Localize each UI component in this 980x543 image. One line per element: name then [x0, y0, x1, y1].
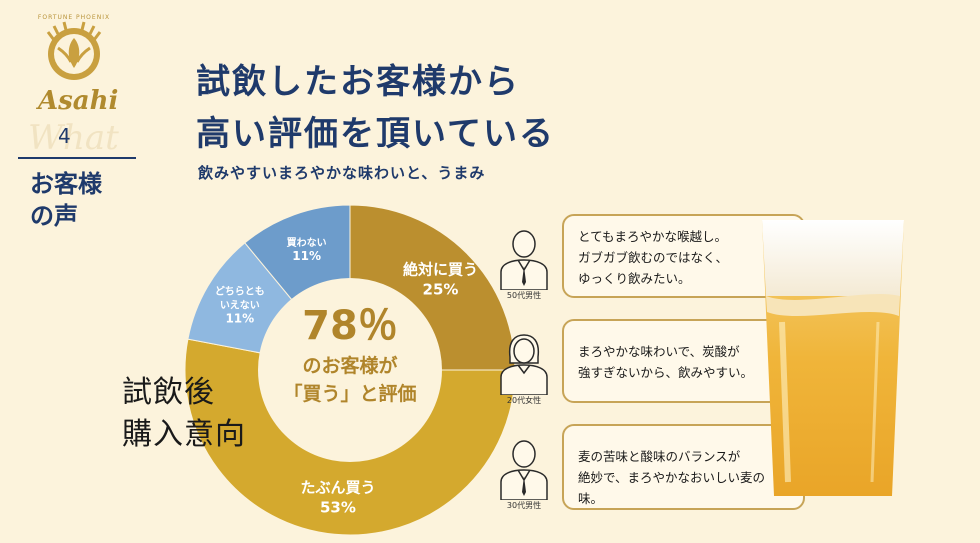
- chart-label: 試飲後 購入意向: [122, 375, 246, 452]
- logo-wordmark: Asahi: [38, 86, 119, 116]
- person-label: 30代男性: [506, 501, 542, 510]
- headline-line1: 試飲したお客様から: [196, 62, 520, 102]
- slice-value-label: 11%: [225, 311, 254, 325]
- slice-category-label: 絶対に買う: [403, 261, 478, 279]
- person-label: 50代男性: [506, 291, 542, 300]
- headline-line2: 高い評価を頂いている: [196, 114, 555, 154]
- person-label: 20代女性: [506, 396, 542, 405]
- male-person-icon: [500, 440, 548, 501]
- section-marker: What 4: [18, 118, 128, 160]
- comment-bubble: まろやかな味わいで、炭酸が 強すぎないから、飲みやすい。: [562, 319, 805, 403]
- headline: 試飲したお客様から 高い評価を頂いている: [196, 56, 555, 160]
- section-number: 4: [58, 124, 71, 148]
- logo-tagline: FORTUNE PHOENIX: [37, 14, 111, 21]
- female-person-icon: [500, 334, 548, 396]
- slice-category-label: たぶん買う: [300, 479, 375, 497]
- slice-category-label: 買わない: [287, 237, 327, 249]
- section-title: お客様 の声: [30, 170, 102, 230]
- slice-value-label: 25%: [423, 281, 459, 299]
- male-person-icon: [500, 230, 548, 291]
- center-percent: 78％: [302, 303, 398, 349]
- person-icon-female: 20代女性: [495, 331, 553, 411]
- subheadline: 飲みやすいまろやかな味わいと、うまみ: [198, 164, 486, 182]
- what-watermark: What: [28, 118, 119, 158]
- section-divider: [18, 157, 136, 159]
- center-line2: のお客様が: [302, 354, 397, 377]
- beer-glass-image: [762, 220, 904, 496]
- slice-category-label: いえない: [220, 299, 260, 311]
- slice-category-label: どちらとも: [215, 284, 265, 297]
- asahi-logo: FORTUNE PHOENIX Asahi: [34, 10, 119, 120]
- phoenix-emblem-icon: [46, 21, 102, 80]
- center-line3: 「買う」と評価: [283, 382, 416, 405]
- slice-value-label: 53%: [320, 499, 356, 517]
- person-icon-male: 50代男性: [495, 226, 553, 306]
- donut-hole: [258, 278, 442, 462]
- person-icon-male: 30代男性: [495, 436, 553, 516]
- comment-bubble: 麦の苦味と酸味のバランスが 絶妙で、まろやかなおいしい麦の味。: [562, 424, 805, 510]
- slice-value-label: 11%: [292, 249, 321, 263]
